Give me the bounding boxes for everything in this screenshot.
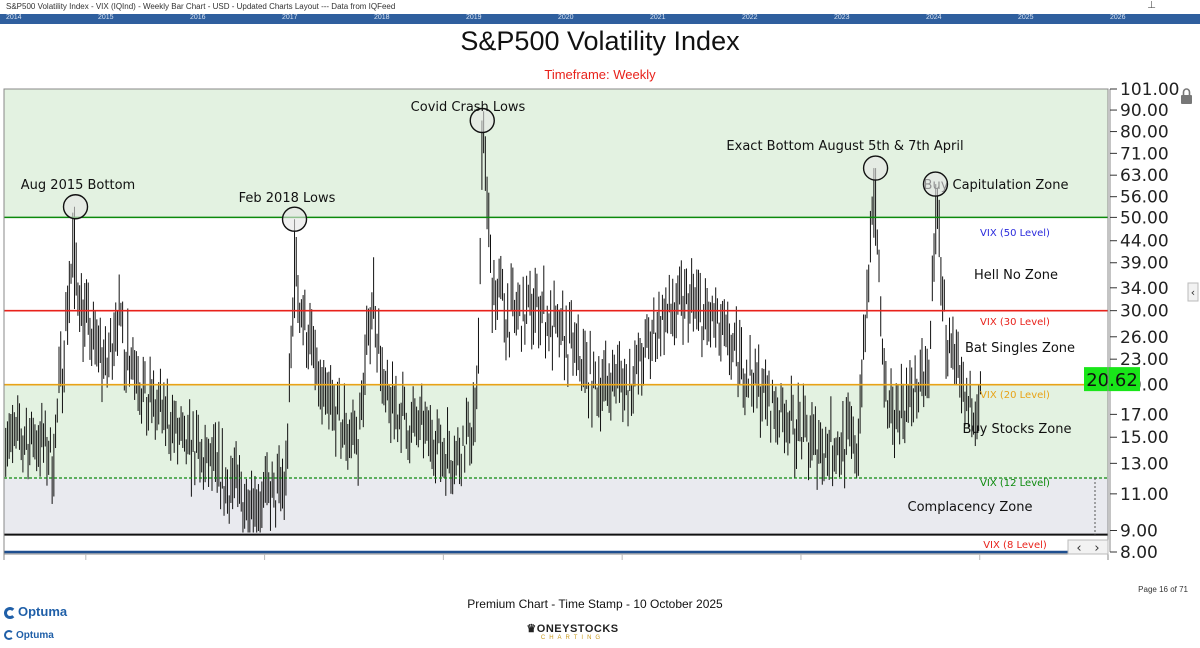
level-label: VIX (8 Level) — [983, 540, 1047, 551]
annotation-label: Exact Bottom August 5th & 7th April — [726, 139, 963, 154]
optuma-logo-small-icon — [4, 630, 14, 641]
date-navigator[interactable]: 2014 2015 2016 2017 2018 2019 2020 2021 2022 2023… — [0, 14, 1200, 24]
scroll-right-icon: › — [1094, 541, 1099, 556]
y-tick-label: 56.00 — [1120, 188, 1169, 208]
annotation-label: Aug 2015 Bottom — [21, 178, 135, 193]
y-tick-label: 23.00 — [1120, 350, 1169, 370]
annotation-circle — [62, 194, 89, 220]
y-tick-label: 101.00 — [1120, 80, 1179, 100]
x-tick-label: 2020 — [445, 558, 488, 560]
lock-icon[interactable] — [1181, 95, 1192, 104]
panel-collapse-icon: ‹ — [1191, 286, 1195, 299]
y-tick-label: 34.00 — [1120, 279, 1169, 299]
y-tick-label: 15.00 — [1120, 428, 1169, 448]
zone-label: Complacency Zone — [908, 500, 1033, 515]
zone-label: Hell No Zone — [974, 268, 1058, 283]
y-tick-label: 9.00 — [1120, 521, 1158, 541]
level-label: VIX (20 Level) — [980, 390, 1050, 401]
capitulation-zone-fill — [4, 89, 1108, 218]
annotation-label: Covid Crash Lows — [411, 100, 526, 115]
plot-border — [3, 88, 1109, 560]
page-number: Page 16 of 71 — [1138, 585, 1188, 594]
honeystocks-bee-icon: ♛ — [526, 623, 537, 635]
y-tick-label: 17.00 — [1120, 405, 1169, 425]
y-tick-label: 8.00 — [1120, 543, 1158, 560]
y-tick-label: 63.00 — [1120, 166, 1169, 186]
chart-subtitle: Timeframe: Weekly — [544, 67, 656, 82]
scroll-buttons[interactable] — [1067, 539, 1109, 555]
y-tick-label: 13.00 — [1120, 454, 1169, 474]
navigator-year: 2014 — [6, 14, 22, 21]
navigator-year: 2021 — [650, 14, 666, 21]
buy-stocks-zone-fill — [4, 384, 1108, 478]
chart-title: S&P500 Volatility Index — [460, 26, 740, 56]
y-tick-label: 50.00 — [1120, 208, 1169, 228]
last-value-label: 20.62 — [1086, 370, 1138, 391]
y-tick-label: 71.00 — [1120, 144, 1169, 164]
vix-chart[interactable]: VIX (50 Level) VIX (30 Level) VIX (20 Leve… — [0, 0, 1200, 560]
level-label: VIX (30 Level) — [980, 317, 1050, 328]
scroll-left-icon: ‹ — [1076, 541, 1081, 556]
level-label: VIX (12 Level) — [980, 478, 1050, 489]
timestamp-text: Premium Chart - Time Stamp - 10 October … — [467, 597, 723, 611]
navigator-year: 2017 — [282, 14, 298, 21]
y-tick-label: 30.00 — [1120, 302, 1169, 322]
window-title: S&P500 Volatility Index - VIX (IQInd) - … — [6, 2, 396, 11]
zone-label: Bat Singles Zone — [965, 341, 1075, 356]
complacency-zone-fill — [4, 477, 1108, 535]
side-panel-handle[interactable] — [1187, 282, 1199, 302]
navigator-year: 2015 — [98, 14, 114, 21]
y-tick-label: 39.00 — [1120, 254, 1169, 274]
honeystocks-logo: ♛ONEYSTOCKS CHARTING — [526, 623, 619, 641]
lock-icon-shackle — [1182, 88, 1191, 95]
y-tick-label: 11.00 — [1120, 485, 1169, 505]
navigator-year: 2026 — [1110, 14, 1126, 21]
zone-label: Buy Stocks Zone — [963, 422, 1072, 437]
annotation-circle — [281, 206, 308, 232]
navigator-year: 2018 — [374, 14, 390, 21]
y-tick-label: 26.00 — [1120, 328, 1169, 348]
annotation-label: Feb 2018 Lows — [239, 191, 336, 206]
navigator-year: 2022 — [742, 14, 758, 21]
pin-icon[interactable]: ⊥ — [1147, 0, 1156, 11]
annotation-circle — [862, 155, 889, 181]
x-axis-band — [4, 554, 1108, 560]
navigator-year: 2025 — [1018, 14, 1034, 21]
last-value-tag — [1084, 367, 1140, 392]
navigator-year: 2023 — [834, 14, 850, 21]
level-label: VIX (50 Level) — [980, 228, 1050, 239]
navigator-year: 2016 — [190, 14, 206, 21]
x-tick-label: 2016 — [87, 558, 130, 560]
x-tick-label: 2024 — [802, 558, 845, 560]
optuma-logo: Optuma — [4, 604, 67, 619]
x-tick-label: 2026 — [981, 558, 1024, 560]
x-tick-label: 2018 — [266, 558, 309, 560]
navigator-year: 2020 — [558, 14, 574, 21]
annotation-circle — [469, 107, 495, 134]
optuma-logo-small: Optuma — [4, 630, 54, 641]
y-tick-label: 90.00 — [1120, 101, 1169, 121]
x-tick-label: 2022 — [624, 558, 667, 560]
annotation-circle — [922, 171, 949, 197]
navigator-year: 2024 — [926, 14, 942, 21]
optuma-logo-icon — [4, 606, 16, 619]
zone-label: Buy Capitulation Zone — [924, 178, 1069, 193]
navigator-year: 2019 — [466, 14, 482, 21]
y-tick-label: 80.00 — [1120, 123, 1169, 143]
y-tick-label: 44.00 — [1120, 232, 1169, 252]
